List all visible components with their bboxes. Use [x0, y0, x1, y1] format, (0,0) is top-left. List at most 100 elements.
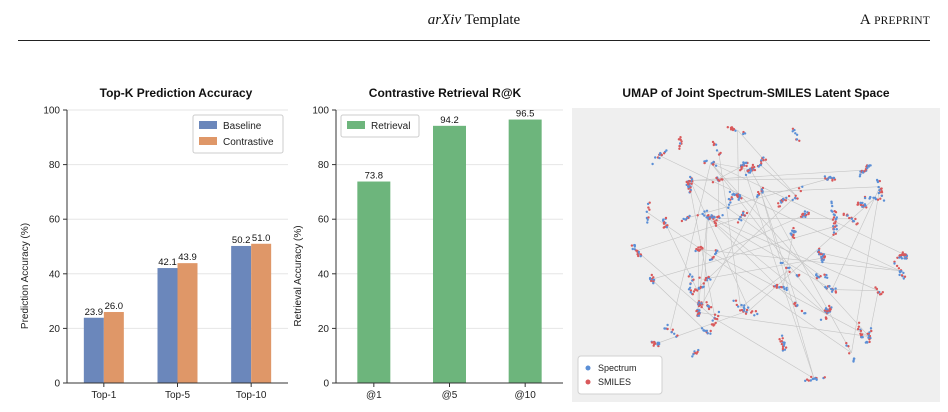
smiles-point	[671, 328, 674, 331]
y-tick-label: 60	[318, 215, 330, 226]
legend-box	[340, 114, 420, 138]
spectrum-point	[819, 318, 823, 321]
spectrum-point	[781, 261, 784, 265]
pair-link	[689, 188, 716, 319]
spectrum-point	[646, 202, 650, 206]
smiles-point	[831, 179, 834, 182]
spectrum-point	[756, 312, 759, 316]
spectrum-point	[757, 165, 760, 168]
smiles-point	[807, 211, 810, 215]
smiles-point	[687, 183, 690, 186]
pair-link	[703, 215, 708, 306]
spectrum-point	[700, 302, 703, 305]
smiles-point	[699, 245, 702, 249]
smiles-point	[711, 163, 715, 166]
pair-link	[710, 162, 828, 315]
spectrum-point	[658, 153, 662, 156]
smiles-point	[732, 128, 736, 131]
spectrum-point	[700, 327, 704, 330]
spectrum-point	[714, 164, 718, 167]
spectrum-point	[828, 284, 831, 288]
smiles-point	[717, 215, 720, 218]
spectrum-point	[782, 285, 785, 289]
smiles-point	[714, 317, 717, 320]
smiles-point	[715, 176, 718, 180]
topk-accuracy-chart: Top-K Prediction Accuracy Prediction Acc…	[20, 86, 288, 401]
spectrum-point	[872, 196, 875, 199]
pair-link	[689, 180, 750, 311]
spectrum-point	[661, 219, 665, 222]
spectrum-point	[742, 132, 745, 136]
pair-link	[710, 162, 751, 171]
smiles-point	[715, 219, 718, 222]
spectrum-point	[867, 336, 870, 339]
smiles-point	[650, 273, 653, 277]
smiles-point	[751, 310, 754, 313]
smiles-point	[817, 250, 821, 254]
smiles-point	[780, 342, 784, 346]
spectrum-point	[826, 276, 829, 279]
smiles-point	[898, 254, 902, 257]
spectrum-point	[804, 312, 807, 315]
spectrum-point	[711, 216, 714, 219]
legend-swatch	[199, 137, 217, 145]
spectrum-point	[646, 218, 649, 221]
spectrum-point	[705, 216, 708, 219]
smiles-point	[707, 275, 710, 279]
smiles-point	[740, 197, 743, 200]
smiles-point	[647, 206, 650, 209]
smiles-point	[713, 221, 717, 225]
pair-link	[718, 178, 720, 219]
smiles-point	[694, 288, 697, 291]
smiles-point	[794, 194, 797, 197]
smiles-point	[692, 290, 696, 293]
smiles-point	[745, 164, 748, 168]
smiles-point	[692, 278, 695, 281]
smiles-point	[758, 192, 761, 196]
spectrum-point	[815, 377, 818, 381]
pair-link	[659, 155, 900, 272]
smiles-point	[896, 256, 899, 259]
spectrum-point	[809, 379, 812, 382]
smiles-point	[652, 280, 655, 283]
spectrum-point	[834, 218, 837, 221]
smiles-point	[695, 352, 698, 355]
spectrum-point	[748, 171, 752, 174]
smiles-point	[666, 327, 669, 331]
smiles-point	[678, 147, 681, 150]
value-label: 94.2	[440, 115, 459, 126]
spectrum-point	[900, 257, 904, 260]
spectrum-point	[820, 259, 823, 262]
pair-link	[714, 214, 805, 255]
spectrum-point	[863, 196, 867, 200]
smiles-point	[697, 246, 700, 249]
spectrum-point	[861, 171, 864, 174]
spectrum-point	[782, 198, 785, 201]
smiles-point	[762, 159, 765, 162]
legend-marker	[585, 379, 591, 385]
smiles-point	[828, 304, 831, 308]
smiles-point	[824, 177, 827, 180]
spectrum-point	[732, 299, 735, 302]
smiles-point	[878, 293, 882, 296]
spectrum-point	[785, 288, 788, 292]
smiles-point	[635, 249, 638, 252]
y-tick-label: 20	[318, 324, 330, 335]
spectrum-point	[830, 209, 833, 212]
smiles-point	[650, 341, 654, 344]
spectrum-point	[727, 197, 731, 201]
pair-link	[651, 279, 707, 332]
smiles-point	[747, 169, 751, 172]
pair-link	[760, 192, 815, 379]
smiles-point	[742, 130, 745, 134]
spectrum-point	[691, 275, 694, 278]
smiles-point	[785, 266, 788, 270]
spectrum-point	[852, 219, 855, 223]
axes: 0 20 40 60 80 100 Top-1 Top-5 Top-10	[43, 106, 288, 401]
smiles-point	[881, 291, 884, 294]
smiles-point	[879, 197, 882, 200]
smiles-point	[739, 169, 742, 172]
smiles-point	[800, 309, 804, 313]
spectrum-point	[852, 357, 856, 360]
smiles-point	[893, 260, 896, 263]
